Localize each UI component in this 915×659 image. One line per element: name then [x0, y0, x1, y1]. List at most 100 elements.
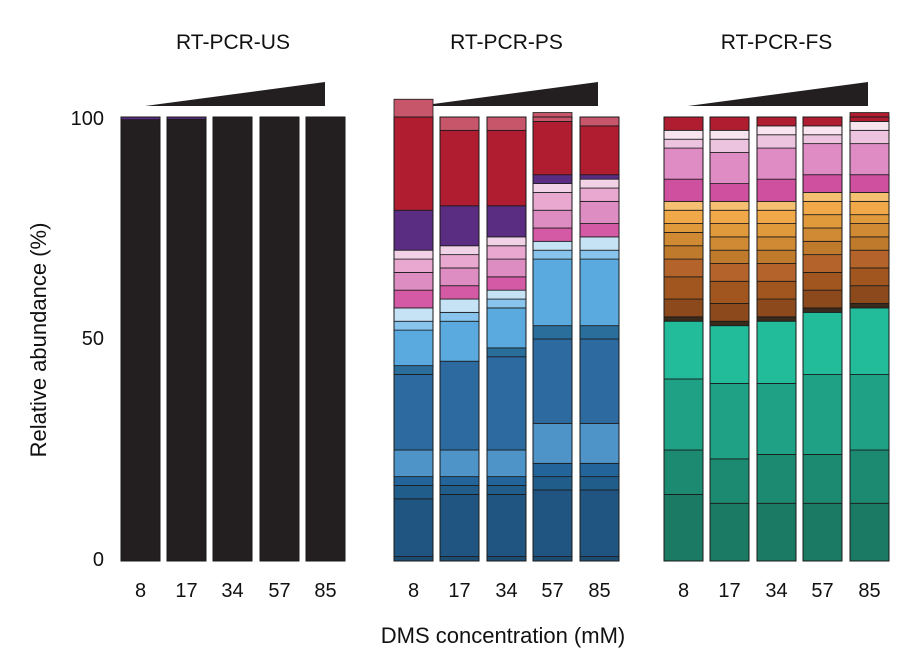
bar-outline: [756, 116, 797, 562]
panel-us: RT-PCR-US 8 17 34 57 85: [120, 31, 346, 602]
bar-segment: [486, 476, 527, 486]
x-tick-label: 34: [221, 580, 243, 602]
y-tick-label-50: 50: [82, 328, 104, 350]
concentration-wedge-fs: [688, 82, 868, 106]
bar-outline: [305, 116, 346, 562]
bar-segment: [439, 245, 480, 256]
bar-segment: [486, 493, 527, 557]
bar-segment: [663, 449, 704, 495]
bar-segment: [849, 267, 890, 287]
bar-segment: [579, 338, 620, 424]
bar-segment: [486, 289, 527, 300]
bar-segment: [486, 307, 527, 349]
bar-segment: [849, 374, 890, 451]
bar-segment: [439, 493, 480, 557]
bar-segment: [579, 556, 620, 562]
bar-segment: [579, 116, 620, 127]
concentration-wedge-us: [145, 82, 325, 106]
bar-fs-17: [709, 116, 750, 562]
bar-segment: [849, 449, 890, 504]
bar-segment: [849, 214, 890, 224]
bar-segment: [532, 192, 573, 211]
bar-segment: [439, 285, 480, 300]
bar-us-85: [305, 116, 346, 562]
bar-segment: [663, 378, 704, 451]
bar-segment: [439, 556, 480, 562]
bar-segment: [802, 143, 843, 176]
bar-segment: [212, 116, 253, 562]
bar-segment: [663, 116, 704, 131]
bar-segment: [756, 502, 797, 562]
bar-segment: [439, 485, 480, 495]
bar-segment: [802, 271, 843, 291]
bar-segment: [663, 232, 704, 247]
x-tick-label: 57: [811, 580, 833, 602]
bar-outline: [663, 116, 704, 562]
bar-segment: [393, 249, 434, 260]
bar-segment: [663, 147, 704, 180]
bar-segment: [532, 462, 573, 478]
bar-segment: [756, 382, 797, 455]
bar-segment: [393, 307, 434, 322]
bar-segment: [393, 98, 434, 118]
bar-fs-8: [663, 116, 704, 562]
bar-segment: [709, 382, 750, 460]
bar-segment: [579, 476, 620, 491]
x-tick-label: 17: [718, 580, 740, 602]
bar-segment: [663, 200, 704, 211]
bar-segment: [663, 129, 704, 140]
bar-segment: [486, 205, 527, 238]
bar-segment: [756, 320, 797, 384]
bar-segment: [532, 489, 573, 557]
bar-segment: [120, 119, 161, 562]
y-tick-label-0: 0: [93, 549, 104, 571]
bar-segment: [802, 125, 843, 136]
bar-segment: [802, 289, 843, 309]
bar-outline: [439, 116, 480, 562]
bar-segment: [439, 476, 480, 486]
bar-outline: [802, 116, 843, 562]
bar-outline: [849, 116, 890, 562]
bar-segment: [802, 307, 843, 313]
bar-segment: [802, 214, 843, 229]
bar-segment: [393, 449, 434, 478]
bar-fs-34: [756, 116, 797, 562]
bar-segment: [579, 236, 620, 251]
bar-us-8: [120, 116, 161, 562]
bar-segment: [802, 502, 843, 562]
x-tick-label: 17: [448, 580, 470, 602]
bar-segment: [486, 356, 527, 451]
bar-segment: [439, 116, 480, 131]
bar-segment: [532, 258, 573, 327]
bar-segment: [709, 129, 750, 140]
bar-segment: [663, 316, 704, 322]
bar-segment: [709, 458, 750, 504]
bar-segment: [709, 138, 750, 153]
bar-segment: [802, 240, 843, 256]
bar-fs-85: [849, 112, 890, 562]
bar-outline: [259, 116, 300, 562]
bar-ps-85: [579, 116, 620, 562]
bar-segment: [532, 249, 573, 260]
bar-outline: [120, 116, 161, 562]
bar-segment: [393, 556, 434, 562]
bar-ps-57: [532, 112, 573, 562]
bar-segment: [532, 338, 573, 424]
bar-outline: [212, 116, 253, 562]
bar-segment: [486, 236, 527, 247]
bar-segment: [579, 422, 620, 464]
bar-segment: [709, 502, 750, 562]
bar-segment: [393, 329, 434, 367]
bar-segment: [663, 245, 704, 260]
bar-segment: [802, 454, 843, 504]
bar-segment: [756, 236, 797, 251]
bar-outline: [579, 116, 620, 562]
bar-segment: [579, 187, 620, 202]
x-tick-label: 85: [858, 580, 880, 602]
bar-segment: [802, 192, 843, 202]
bar-segment: [486, 347, 527, 358]
bar-segment: [486, 556, 527, 562]
bar-segment: [709, 209, 750, 224]
bar-segment: [709, 152, 750, 185]
bar-segment: [579, 489, 620, 557]
